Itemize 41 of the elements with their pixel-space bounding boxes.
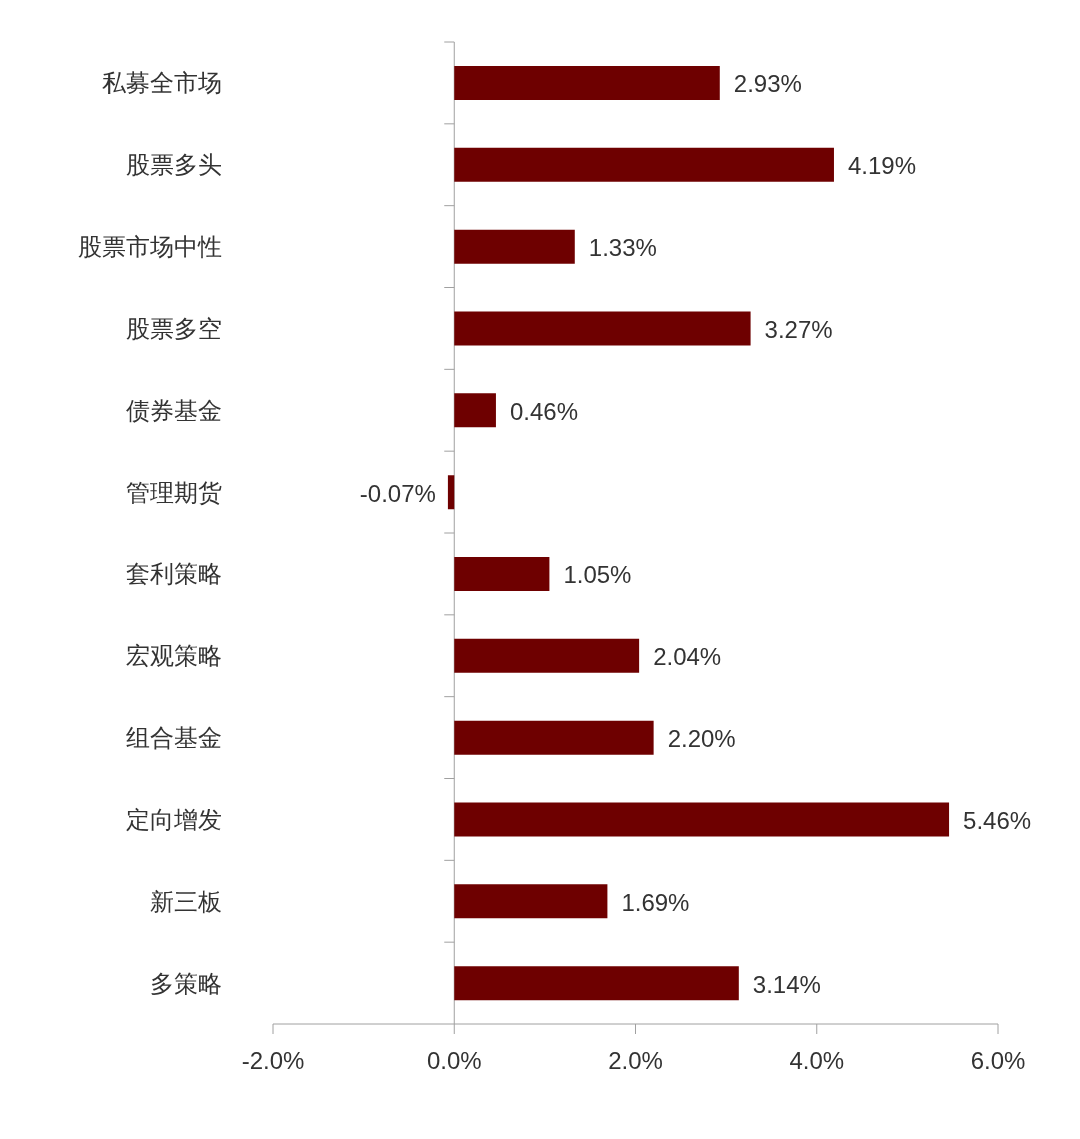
x-tick-label: 2.0%: [608, 1047, 663, 1075]
data-label: 1.05%: [563, 561, 632, 589]
y-tick-label: 管理期货: [126, 478, 222, 506]
data-label: 2.20%: [667, 725, 736, 753]
y-tick-label: 债券基金: [126, 396, 222, 424]
y-tick-label: 组合基金: [126, 724, 222, 752]
bar: [454, 720, 654, 755]
data-label: 2.04%: [653, 643, 722, 671]
x-tick-label: 6.0%: [970, 1047, 1026, 1075]
bar: [454, 229, 575, 264]
x-tick-label: 0.0%: [426, 1047, 482, 1075]
y-tick-label: 私募全市场: [102, 69, 222, 97]
bar: [447, 475, 455, 510]
data-label: 1.33%: [588, 234, 657, 262]
y-tick-label: 定向增发: [126, 805, 222, 833]
bar: [454, 557, 550, 591]
y-tick-label: 多策略: [150, 969, 222, 997]
y-tick-label: 股票市场中性: [78, 233, 222, 261]
data-label: 4.19%: [847, 152, 917, 180]
y-tick-label: 股票多头: [126, 151, 222, 179]
data-label: 0.46%: [509, 397, 578, 425]
bar: [454, 966, 739, 1001]
y-tick-label: 股票多空: [126, 314, 222, 342]
x-tick-label: 4.0%: [789, 1047, 845, 1075]
bar: [454, 147, 834, 182]
data-label: 5.46%: [963, 806, 1032, 834]
data-label: 3.27%: [764, 315, 833, 343]
data-label: 3.14%: [752, 970, 821, 998]
data-label: -0.07%: [359, 479, 436, 507]
data-label: 2.93%: [733, 70, 802, 98]
x-tick-label: -2.0%: [241, 1047, 305, 1075]
bar: [454, 66, 720, 100]
bar: [454, 638, 640, 673]
y-tick-label: 套利策略: [126, 560, 222, 588]
data-label: 1.69%: [621, 888, 690, 916]
bar: [454, 802, 950, 837]
bar: [454, 311, 751, 346]
bar: [454, 393, 496, 428]
bar: [454, 884, 608, 919]
y-tick-label: 宏观策略: [126, 642, 222, 670]
y-tick-label: 新三板: [150, 887, 222, 915]
